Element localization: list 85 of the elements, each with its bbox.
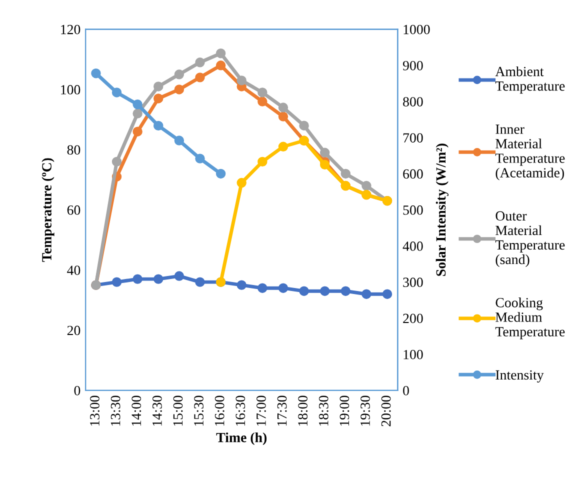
y2-tick-label: 800: [403, 97, 423, 106]
point: [258, 283, 268, 293]
x-tick-label: 16:30: [236, 396, 246, 426]
point: [195, 154, 205, 164]
point: [91, 68, 101, 78]
legend-label: Intensity: [496, 370, 544, 383]
point: [299, 286, 309, 296]
point: [174, 84, 184, 94]
x-tick-label: 16:00: [214, 396, 224, 426]
x-tick-label: 17:30: [277, 396, 287, 426]
y-tick-label: 120: [61, 24, 80, 34]
x-tick-label: 13:00: [90, 396, 100, 426]
x-tick-label: 14:00: [132, 396, 142, 426]
legend-label: Cooking Medium Temperature: [495, 298, 565, 340]
y2-tick-label: 500: [403, 205, 423, 215]
point: [278, 102, 288, 112]
y2-tick-label: 1000: [404, 24, 430, 34]
point: [132, 274, 142, 284]
point: [320, 286, 330, 296]
point: [382, 289, 392, 299]
point: [132, 108, 142, 118]
x-tick-label: 15:00: [173, 396, 183, 426]
point: [174, 136, 184, 146]
point: [112, 156, 122, 167]
x-tick-label: 19:00: [340, 396, 350, 426]
y-tick-label: 0: [74, 386, 80, 396]
point: [154, 120, 164, 131]
point: [195, 58, 205, 68]
y-tick-label: 60: [67, 205, 80, 215]
x-tick-label: 18:00: [298, 396, 308, 426]
y-tick-label: 100: [61, 85, 80, 94]
point: [154, 82, 164, 92]
legend-label: Outer Material Temperature (sand): [495, 211, 565, 268]
point: [174, 70, 184, 80]
x-tick-label: 20:00: [381, 396, 391, 426]
y2-axis-title: Solar Intensity (W/m²): [436, 144, 448, 276]
point: [112, 88, 122, 98]
point: [320, 148, 330, 158]
y2-tick-label: 700: [403, 133, 423, 143]
point: [154, 274, 164, 284]
y2-tick-label: 400: [402, 242, 423, 251]
point: [299, 120, 309, 130]
point: [216, 48, 226, 58]
point: [236, 76, 246, 86]
point: [132, 100, 142, 110]
y2-tick-label: 0: [403, 386, 409, 396]
point: [236, 280, 246, 290]
y-axis-title: Temperature (ºC): [42, 158, 54, 262]
point: [340, 168, 351, 179]
point: [278, 112, 288, 122]
point: [362, 289, 372, 299]
x-tick-label: 17:00: [256, 396, 266, 426]
point: [154, 94, 164, 104]
point: [216, 60, 226, 70]
x-tick-label: 14:30: [152, 396, 162, 426]
legend-label: Ambient Temperature: [495, 66, 565, 94]
point: [195, 277, 205, 287]
y2-tick-label: 200: [403, 314, 423, 324]
point: [195, 72, 205, 82]
point: [362, 180, 372, 191]
x-tick-label: 18:30: [318, 396, 328, 426]
y2-tick-label: 300: [403, 278, 423, 288]
point: [258, 156, 268, 167]
legend-label: Inner Material Temperature (Acetamide): [495, 124, 565, 180]
x-axis-title: Time (h): [216, 432, 267, 446]
x-tick-label: 15:30: [194, 396, 204, 426]
y-tick-label: 20: [67, 326, 80, 336]
point: [132, 126, 142, 136]
point: [278, 283, 288, 293]
point: [174, 271, 184, 281]
y-tick-label: 80: [67, 145, 80, 155]
point: [278, 142, 288, 152]
y2-tick-label: 900: [402, 60, 423, 70]
point: [340, 286, 351, 296]
y-tick-label: 40: [67, 266, 80, 275]
point: [258, 96, 268, 106]
point: [236, 178, 246, 188]
point: [216, 168, 226, 179]
point: [112, 277, 122, 287]
point: [258, 88, 268, 98]
y2-tick-label: 600: [403, 169, 423, 179]
y2-tick-label: 100: [404, 350, 423, 360]
x-tick-label: 19:30: [360, 396, 370, 426]
x-tick-label: 13:30: [110, 396, 120, 426]
point: [320, 160, 330, 170]
